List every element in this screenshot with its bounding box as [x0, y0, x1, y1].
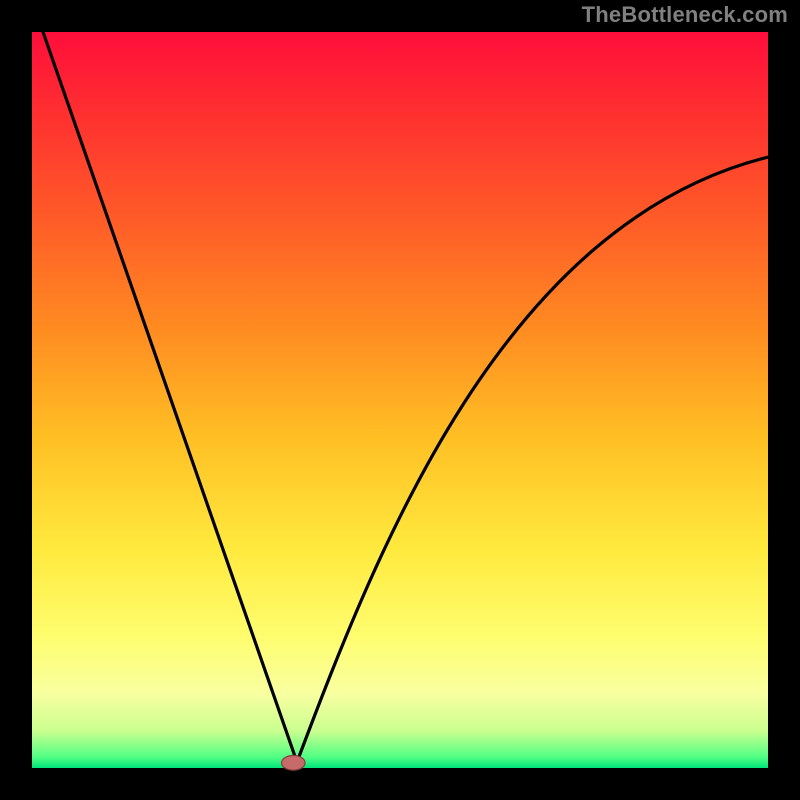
bottleneck-chart [0, 0, 800, 800]
watermark-text: TheBottleneck.com [582, 2, 788, 28]
optimal-point-marker [282, 755, 306, 770]
gradient-plot-area [32, 32, 768, 768]
chart-container: TheBottleneck.com [0, 0, 800, 800]
